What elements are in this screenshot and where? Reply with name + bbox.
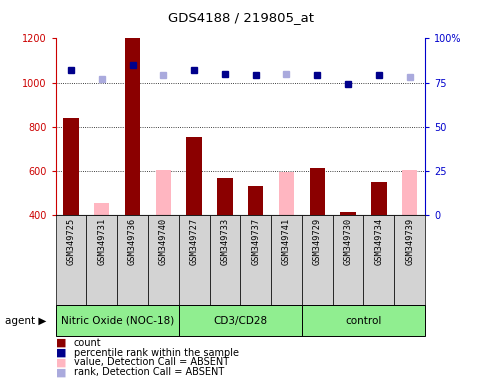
Bar [279, 172, 294, 215]
Bar [302, 215, 333, 305]
Text: GDS4188 / 219805_at: GDS4188 / 219805_at [169, 12, 314, 25]
Bar [333, 215, 364, 305]
Bar [248, 186, 263, 215]
Text: GSM349729: GSM349729 [313, 218, 322, 265]
Bar [302, 305, 425, 336]
Text: GSM349741: GSM349741 [282, 218, 291, 265]
Text: CD3/CD28: CD3/CD28 [213, 316, 268, 326]
Bar [179, 215, 210, 305]
Bar [210, 215, 240, 305]
Text: ■: ■ [56, 367, 66, 377]
Bar [94, 203, 110, 215]
Bar [56, 305, 179, 336]
Bar [56, 215, 86, 305]
Text: GSM349733: GSM349733 [220, 218, 229, 265]
Text: GSM349725: GSM349725 [67, 218, 75, 265]
Text: rank, Detection Call = ABSENT: rank, Detection Call = ABSENT [74, 367, 224, 377]
Text: Nitric Oxide (NOC-18): Nitric Oxide (NOC-18) [60, 316, 174, 326]
Bar [186, 137, 202, 215]
Bar [371, 182, 386, 215]
Text: ■: ■ [56, 338, 66, 348]
Bar [240, 215, 271, 305]
Bar [310, 167, 325, 215]
Bar [364, 215, 394, 305]
Bar [125, 38, 140, 215]
Text: GSM349740: GSM349740 [159, 218, 168, 265]
Text: GSM349730: GSM349730 [343, 218, 353, 265]
Bar [341, 212, 356, 215]
Bar [217, 177, 233, 215]
Bar [117, 215, 148, 305]
Text: value, Detection Call = ABSENT: value, Detection Call = ABSENT [74, 358, 229, 367]
Text: GSM349734: GSM349734 [374, 218, 384, 265]
Text: GSM349737: GSM349737 [251, 218, 260, 265]
Bar [394, 215, 425, 305]
Text: ■: ■ [56, 358, 66, 367]
Text: GSM349727: GSM349727 [190, 218, 199, 265]
Text: count: count [74, 338, 101, 348]
Text: GSM349736: GSM349736 [128, 218, 137, 265]
Bar [179, 305, 302, 336]
Text: ■: ■ [56, 348, 66, 358]
Bar [86, 215, 117, 305]
Bar [156, 170, 171, 215]
Text: agent ▶: agent ▶ [5, 316, 46, 326]
Bar [402, 170, 417, 215]
Text: control: control [345, 316, 382, 326]
Bar [63, 118, 79, 215]
Bar [148, 215, 179, 305]
Text: GSM349731: GSM349731 [97, 218, 106, 265]
Text: GSM349739: GSM349739 [405, 218, 414, 265]
Bar [271, 215, 302, 305]
Text: percentile rank within the sample: percentile rank within the sample [74, 348, 239, 358]
